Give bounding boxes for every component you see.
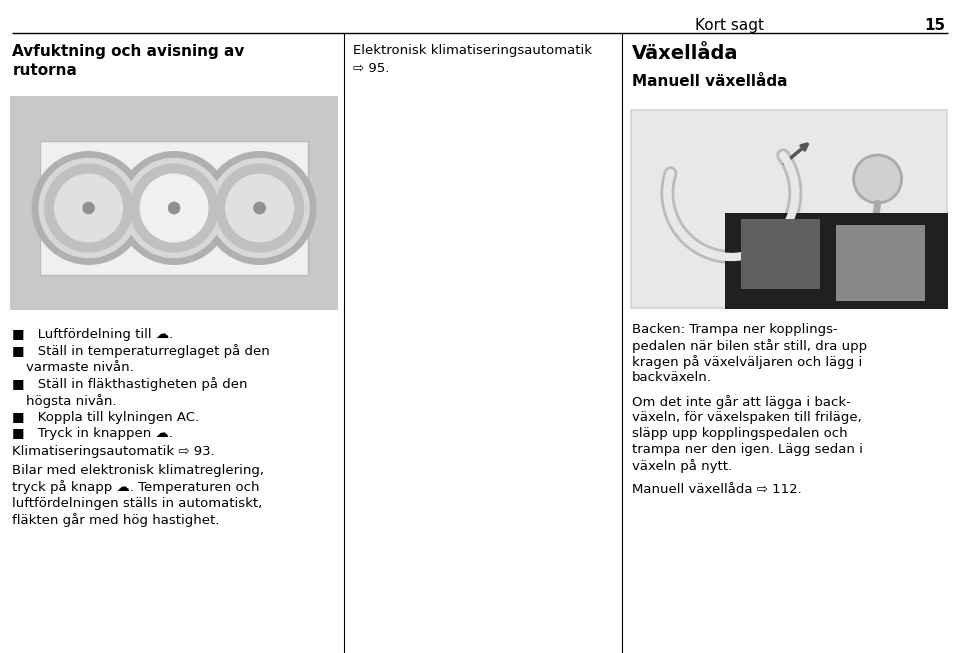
Text: ■ Luftfördelning till ☁.: ■ Luftfördelning till ☁. bbox=[12, 328, 174, 341]
Circle shape bbox=[131, 164, 218, 252]
Circle shape bbox=[118, 151, 230, 264]
Bar bbox=[632, 111, 946, 307]
Circle shape bbox=[853, 155, 901, 203]
Text: kragen på växelväljaren och lägg i: kragen på växelväljaren och lägg i bbox=[632, 355, 862, 369]
Bar bbox=[741, 219, 821, 289]
Bar bbox=[40, 141, 307, 275]
Text: ■ Tryck in knappen ☁.: ■ Tryck in knappen ☁. bbox=[12, 427, 174, 440]
Text: pedalen när bilen står still, dra upp: pedalen när bilen står still, dra upp bbox=[632, 339, 867, 353]
Text: Växellåda: Växellåda bbox=[632, 44, 738, 63]
Text: Manuell växellåda ⇨ 112.: Manuell växellåda ⇨ 112. bbox=[632, 483, 802, 496]
Text: luftfördelningen ställs in automatiskt,: luftfördelningen ställs in automatiskt, bbox=[12, 497, 263, 510]
Circle shape bbox=[39, 159, 138, 257]
Bar bbox=[630, 109, 948, 309]
Text: växeln på nytt.: växeln på nytt. bbox=[632, 459, 732, 473]
Text: Om det inte går att lägga i back-: Om det inte går att lägga i back- bbox=[632, 395, 851, 409]
Text: Avfuktning och avisning av
rutorna: Avfuktning och avisning av rutorna bbox=[12, 44, 245, 78]
Text: fläkten går med hög hastighet.: fläkten går med hög hastighet. bbox=[12, 513, 220, 528]
Circle shape bbox=[55, 174, 122, 242]
Text: trampa ner den igen. Lägg sedan i: trampa ner den igen. Lägg sedan i bbox=[632, 443, 862, 456]
Circle shape bbox=[204, 151, 316, 264]
Circle shape bbox=[254, 202, 265, 214]
Circle shape bbox=[140, 174, 208, 242]
Circle shape bbox=[168, 202, 180, 214]
Text: Klimatiseringsautomatik ⇨ 93.: Klimatiseringsautomatik ⇨ 93. bbox=[12, 445, 215, 458]
Circle shape bbox=[226, 174, 294, 242]
Circle shape bbox=[216, 164, 303, 252]
Text: Elektronisk klimatiseringsautomatik
⇨ 95.: Elektronisk klimatiseringsautomatik ⇨ 95… bbox=[353, 44, 592, 75]
Text: växeln, för växelspaken till friläge,: växeln, för växelspaken till friläge, bbox=[632, 411, 861, 424]
Text: Bilar med elektronisk klimatreglering,: Bilar med elektronisk klimatreglering, bbox=[12, 464, 265, 477]
Bar bbox=[11, 96, 338, 310]
Text: backväxeln.: backväxeln. bbox=[632, 371, 711, 384]
Circle shape bbox=[125, 159, 224, 257]
Text: Backen: Trampa ner kopplings-: Backen: Trampa ner kopplings- bbox=[632, 323, 837, 336]
Text: Kort sagt: Kort sagt bbox=[695, 18, 764, 33]
Circle shape bbox=[33, 151, 145, 264]
Circle shape bbox=[83, 202, 94, 214]
Text: släpp upp kopplingspedalen och: släpp upp kopplingspedalen och bbox=[632, 427, 848, 440]
Bar bbox=[725, 213, 948, 309]
Circle shape bbox=[45, 164, 132, 252]
Bar bbox=[836, 225, 925, 301]
Text: högsta nivån.: högsta nivån. bbox=[27, 394, 117, 408]
Text: ■ Ställ in temperaturreglaget på den: ■ Ställ in temperaturreglaget på den bbox=[12, 345, 270, 358]
Text: Manuell växellåda: Manuell växellåda bbox=[632, 74, 787, 89]
Text: ■ Koppla till kylningen AC.: ■ Koppla till kylningen AC. bbox=[12, 411, 200, 424]
Text: 15: 15 bbox=[924, 18, 946, 33]
Text: tryck på knapp ☁. Temperaturen och: tryck på knapp ☁. Temperaturen och bbox=[12, 481, 260, 494]
Text: ■ Ställ in fläkthastigheten på den: ■ Ställ in fläkthastigheten på den bbox=[12, 377, 248, 391]
Circle shape bbox=[210, 159, 309, 257]
Text: varmaste nivån.: varmaste nivån. bbox=[27, 361, 134, 374]
